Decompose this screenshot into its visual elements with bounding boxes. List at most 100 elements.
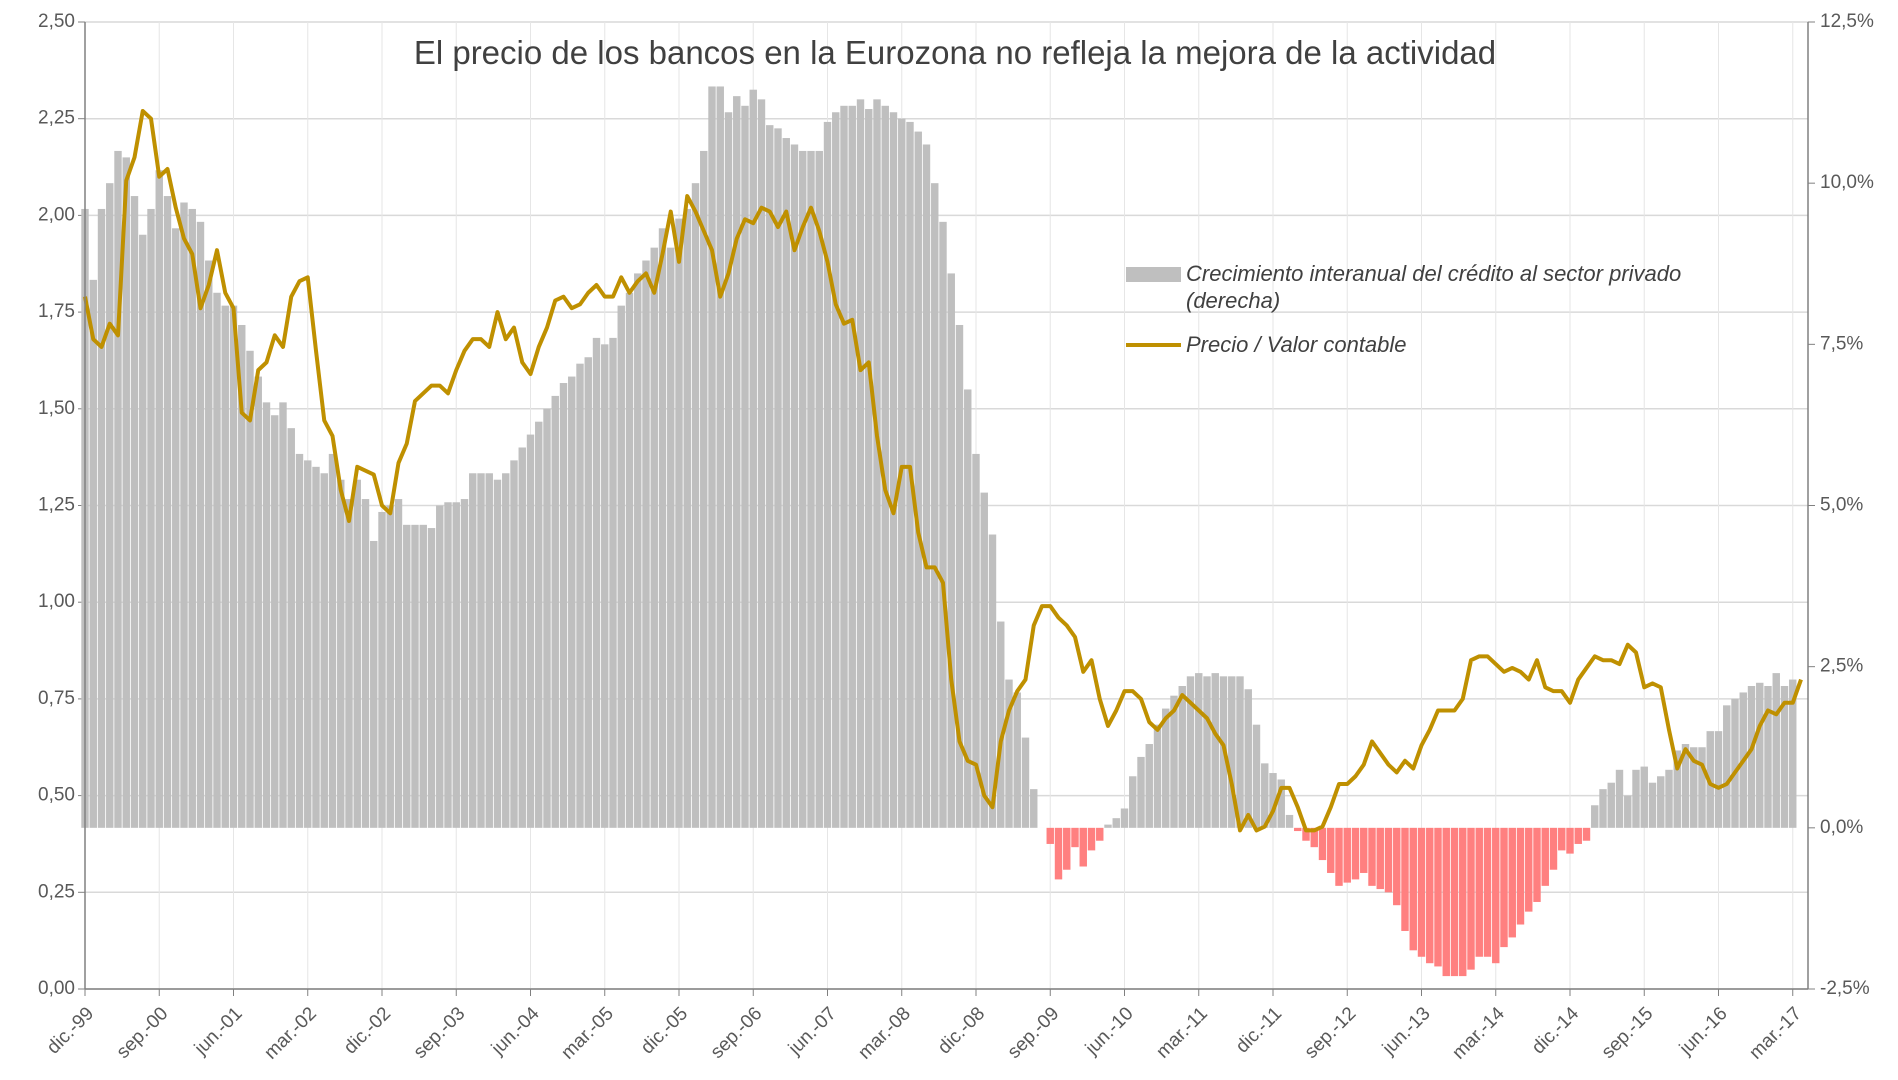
bar xyxy=(1145,744,1153,828)
bar xyxy=(848,105,856,828)
bar xyxy=(1426,827,1434,964)
legend-swatch-bar xyxy=(1126,267,1181,282)
bar xyxy=(287,428,295,828)
bar xyxy=(1120,808,1129,828)
bar xyxy=(708,86,716,828)
bar xyxy=(1063,827,1071,870)
bar xyxy=(749,89,757,828)
legend-label: Crecimiento interanual del crédito al se… xyxy=(1186,261,1682,313)
bar xyxy=(1030,789,1038,828)
bar xyxy=(1021,737,1030,828)
x-tick-label: jun.-16 xyxy=(1675,1003,1732,1060)
bar xyxy=(419,524,427,828)
bar xyxy=(815,150,823,828)
bar xyxy=(295,453,304,828)
bar xyxy=(1607,782,1615,828)
y-tick-label: 0,00 xyxy=(38,978,75,999)
bar xyxy=(378,511,386,828)
bar xyxy=(889,112,898,828)
y-tick-label: 2,25 xyxy=(38,108,75,129)
y-tick-label: 1,50 xyxy=(38,398,75,419)
bar xyxy=(122,157,130,828)
bar xyxy=(1005,679,1013,828)
bar xyxy=(1393,827,1401,906)
bar xyxy=(559,383,568,828)
bar xyxy=(617,305,625,828)
bar xyxy=(1071,827,1079,848)
bar xyxy=(757,99,766,828)
bar xyxy=(1054,827,1063,880)
bar xyxy=(980,492,988,828)
y-tick-label: 2,00 xyxy=(38,204,75,225)
bar xyxy=(1483,827,1492,957)
bar xyxy=(328,453,337,828)
y2-tick-label: 2,5% xyxy=(1820,656,1863,677)
bar xyxy=(436,505,444,828)
bar xyxy=(543,408,551,828)
bar xyxy=(1046,827,1054,844)
x-tick-label: sep.-15 xyxy=(1598,1003,1658,1063)
bar xyxy=(238,324,246,828)
bar xyxy=(452,502,460,828)
bar xyxy=(139,234,147,828)
bar xyxy=(229,305,238,828)
x-tick-label: jun.-07 xyxy=(784,1003,841,1060)
bar xyxy=(130,196,139,828)
x-tick-label: dic.-08 xyxy=(934,1003,989,1058)
bar xyxy=(1615,769,1624,828)
bar xyxy=(1632,769,1640,828)
bar xyxy=(510,460,518,828)
bar xyxy=(1500,827,1508,948)
bar xyxy=(526,434,535,828)
bar xyxy=(147,208,155,828)
bar xyxy=(1186,676,1195,828)
bar xyxy=(972,453,980,828)
bar xyxy=(1591,805,1599,828)
bar xyxy=(502,473,510,828)
bar xyxy=(485,473,493,828)
bar xyxy=(1203,676,1211,828)
bar xyxy=(493,479,502,828)
bar xyxy=(551,395,559,828)
bar xyxy=(774,128,782,828)
bar xyxy=(246,350,254,828)
x-tick-label: mar.-14 xyxy=(1448,1003,1509,1064)
bar xyxy=(856,99,865,828)
bar xyxy=(1417,827,1426,957)
bar xyxy=(1599,789,1607,828)
bar xyxy=(394,499,403,828)
bar xyxy=(1162,708,1170,828)
bar xyxy=(568,376,576,828)
bar xyxy=(922,144,931,828)
bar xyxy=(766,125,774,828)
x-tick-label: dic.-14 xyxy=(1528,1003,1583,1058)
bar xyxy=(642,260,650,828)
bar xyxy=(865,109,873,828)
bar xyxy=(1285,814,1294,828)
legend-label: Precio / Valor contable xyxy=(1186,332,1407,357)
bar xyxy=(931,183,939,828)
bar xyxy=(1756,682,1764,828)
bar xyxy=(262,402,271,828)
bar xyxy=(584,357,592,828)
bar xyxy=(840,105,848,828)
bar xyxy=(535,421,543,828)
bar xyxy=(1574,827,1582,844)
bar xyxy=(881,105,889,828)
bar xyxy=(1492,827,1500,964)
x-tick-label: mar.-08 xyxy=(854,1003,914,1063)
y2-tick-label: 12,5% xyxy=(1820,11,1874,32)
bar xyxy=(1409,827,1417,951)
bar xyxy=(205,260,213,828)
bar xyxy=(1401,827,1409,931)
x-tick-label: jun.-01 xyxy=(190,1003,247,1060)
bar xyxy=(163,196,172,828)
bar xyxy=(1450,827,1459,977)
x-tick-label: sep.-06 xyxy=(707,1003,767,1063)
bar xyxy=(1236,676,1244,828)
bar xyxy=(667,247,675,828)
bar xyxy=(114,150,122,828)
bar xyxy=(691,183,700,828)
bar xyxy=(254,376,262,828)
